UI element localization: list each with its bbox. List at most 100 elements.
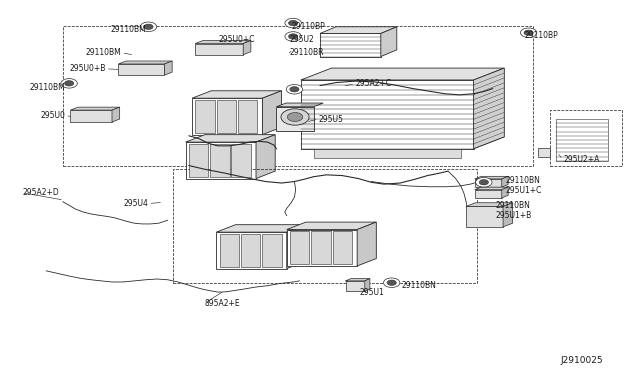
Polygon shape [70, 110, 112, 122]
Text: 295U1: 295U1 [360, 288, 385, 296]
Polygon shape [243, 41, 251, 55]
Polygon shape [216, 232, 287, 269]
Text: 295U2: 295U2 [289, 35, 314, 44]
Polygon shape [538, 148, 550, 157]
Polygon shape [314, 149, 461, 158]
Polygon shape [216, 225, 306, 232]
Polygon shape [118, 64, 164, 75]
Circle shape [387, 280, 396, 285]
Polygon shape [262, 91, 282, 135]
Text: 295U0+B: 295U0+B [69, 64, 106, 73]
Polygon shape [346, 279, 370, 281]
Circle shape [290, 87, 299, 92]
Circle shape [285, 18, 301, 28]
Text: J2910025: J2910025 [560, 356, 603, 365]
Polygon shape [503, 203, 513, 227]
Polygon shape [287, 230, 357, 266]
Polygon shape [186, 142, 256, 179]
Polygon shape [112, 107, 120, 122]
Polygon shape [220, 234, 239, 267]
Polygon shape [320, 33, 381, 57]
Polygon shape [195, 44, 243, 55]
Polygon shape [118, 61, 172, 64]
Text: 295U4: 295U4 [124, 199, 148, 208]
Polygon shape [195, 100, 214, 133]
Text: 295U0+C: 295U0+C [219, 35, 255, 44]
Polygon shape [256, 135, 275, 179]
Circle shape [286, 84, 303, 94]
Polygon shape [474, 68, 504, 149]
Text: 29110BP: 29110BP [525, 31, 559, 40]
Polygon shape [276, 103, 323, 107]
Text: 29110BM: 29110BM [86, 48, 122, 57]
Polygon shape [502, 187, 508, 198]
Polygon shape [164, 61, 172, 75]
Circle shape [524, 30, 533, 35]
Circle shape [383, 278, 400, 288]
Bar [63, 26, 533, 166]
Circle shape [520, 28, 537, 38]
Circle shape [285, 32, 301, 41]
Polygon shape [70, 107, 120, 110]
Polygon shape [276, 107, 314, 131]
Polygon shape [475, 187, 508, 190]
Polygon shape [195, 41, 251, 44]
Polygon shape [262, 234, 282, 267]
Circle shape [61, 78, 77, 88]
Circle shape [65, 81, 74, 86]
Polygon shape [475, 190, 502, 198]
Text: 895A2+E: 895A2+E [205, 299, 241, 308]
Polygon shape [210, 144, 230, 177]
Circle shape [476, 177, 492, 187]
Text: 295U2+A: 295U2+A [563, 155, 600, 164]
Polygon shape [311, 231, 331, 264]
Text: 295U1+B: 295U1+B [496, 211, 532, 220]
Circle shape [144, 24, 153, 29]
Polygon shape [241, 234, 260, 267]
Polygon shape [301, 68, 504, 80]
Polygon shape [232, 144, 251, 177]
Text: 295A2+D: 295A2+D [22, 188, 59, 197]
Circle shape [287, 112, 303, 122]
Text: 295U1+C: 295U1+C [506, 186, 542, 195]
Text: 295A2+C: 295A2+C [355, 79, 391, 88]
Circle shape [479, 180, 488, 185]
Circle shape [289, 34, 298, 39]
Text: 29110BM: 29110BM [110, 25, 146, 34]
Text: 29110BM: 29110BM [29, 83, 65, 92]
Polygon shape [502, 176, 508, 187]
Polygon shape [365, 279, 370, 291]
Polygon shape [320, 27, 397, 33]
Polygon shape [381, 27, 397, 57]
Polygon shape [475, 176, 508, 179]
Bar [550, 110, 622, 166]
Text: 29110BR: 29110BR [289, 48, 324, 57]
Polygon shape [287, 222, 376, 230]
Polygon shape [238, 100, 257, 133]
Polygon shape [290, 231, 309, 264]
Text: 29110BP: 29110BP [291, 22, 325, 31]
Polygon shape [287, 225, 306, 269]
Bar [173, 169, 477, 283]
Polygon shape [301, 80, 474, 149]
Polygon shape [346, 281, 365, 291]
Polygon shape [556, 119, 608, 161]
Text: 295U0: 295U0 [40, 111, 65, 120]
Polygon shape [466, 203, 513, 206]
Text: 295U5: 295U5 [319, 115, 344, 124]
Text: 29110BN: 29110BN [496, 201, 531, 210]
Polygon shape [216, 100, 236, 133]
Text: 29110BN: 29110BN [506, 176, 540, 185]
Circle shape [281, 109, 309, 125]
Polygon shape [475, 179, 502, 187]
Polygon shape [189, 144, 208, 177]
Text: 29110BN: 29110BN [402, 281, 436, 290]
Polygon shape [192, 91, 282, 98]
Circle shape [289, 20, 298, 26]
Circle shape [140, 22, 157, 32]
Polygon shape [192, 98, 262, 135]
Polygon shape [357, 222, 376, 266]
Polygon shape [466, 206, 503, 227]
Polygon shape [186, 135, 275, 142]
Polygon shape [333, 231, 352, 264]
